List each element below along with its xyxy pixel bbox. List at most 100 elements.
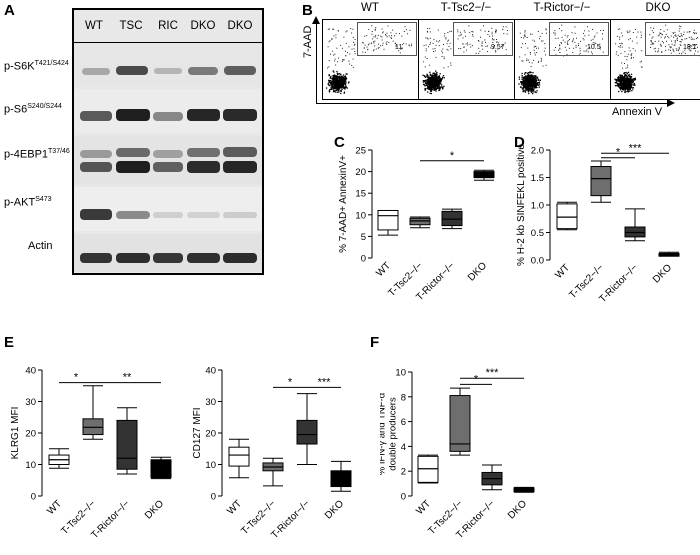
flow-dot [438,75,440,78]
flow-dot [678,30,680,32]
flow-dot [505,49,507,51]
flow-dot [693,33,695,35]
box [417,455,439,483]
flow-dot [438,88,440,90]
flow-dot [329,77,331,79]
flow-dot [584,30,586,32]
flow-dot [679,25,681,27]
flow-dot [617,78,619,80]
flow-dot [431,74,434,76]
flow-dot [630,78,632,80]
flow-dot [524,78,527,80]
flow-dot [465,43,467,45]
flow-dot [630,80,632,82]
flow-dot [619,46,621,48]
flow-dot [439,81,441,83]
flow-dot [445,37,447,39]
flow-dot [626,79,629,82]
flow-x-axis-line [316,103,671,104]
flow-dot [480,36,481,38]
flow-dot [491,27,493,29]
flow-dot [431,83,433,86]
flow-dot [427,38,429,40]
flow-dot [624,76,626,78]
flow-dot [436,40,438,42]
flow-dot [481,42,483,44]
flow-dot [616,84,618,87]
flow-dot [697,46,698,48]
flow-dot [531,76,533,79]
flow-dot [622,86,624,89]
flow-dot [572,39,574,41]
flow-dot [632,79,634,82]
flow-dot [681,35,683,37]
flow-dot [622,81,624,84]
flow-dot [532,75,535,77]
flow-dot [334,58,336,60]
flow-dot [443,67,445,69]
flow-dot [533,79,535,82]
flow-dot [426,87,428,89]
flow-dot [583,50,585,52]
flow-dot [429,87,431,89]
flow-dot [630,73,633,75]
flow-dot [336,80,338,82]
flow-dot [527,85,530,87]
flow-dot [579,52,581,54]
flow-gate [549,22,609,56]
flow-dot [390,32,392,34]
flow-dot [682,51,684,53]
flow-dot [620,75,622,77]
flow-dot [531,91,533,93]
flow-dot [624,78,626,80]
flow-dot [523,79,525,82]
flow-dot [332,81,334,83]
y-tick-label: 20 [205,429,216,440]
flow-dot [692,38,694,40]
flow-dot [623,79,625,81]
blot-band [187,148,220,157]
flow-dot [431,75,433,77]
flow-dot [441,78,443,80]
flow-dot [521,82,523,84]
flow-dot [391,38,393,39]
flow-dot [624,63,625,64]
flow-dot [624,91,626,94]
flow-dot [526,86,529,88]
flow-gate [645,22,700,56]
flow-dot [327,67,329,69]
flow-dot [532,93,534,95]
flow-dot [619,82,622,84]
flow-dot [328,74,330,77]
flow-dot [523,81,525,83]
flow-dot [433,83,435,85]
flow-dot [526,86,528,88]
flow-dot [530,85,532,88]
flow-dot [428,80,430,82]
flow-dot [345,86,347,89]
flow-dot [395,42,396,44]
flow-dot [622,83,624,85]
flow-dot [618,76,620,78]
flow-dot [533,46,535,48]
blot-band [187,253,220,263]
flow-dot [352,66,354,68]
flow-dot [353,48,355,50]
flow-dot [430,78,432,80]
flow-dot [340,81,342,83]
flow-dot [530,53,531,55]
flow-dot [599,48,601,50]
flow-dot [372,41,374,43]
flow-dot [487,51,488,53]
flow-plot-dko: 18.1 [610,19,700,100]
flow-dot [338,57,339,59]
flow-dot [447,32,449,33]
flow-dot [433,80,435,82]
flow-dot [684,49,686,51]
flow-dot [522,91,524,93]
flow-dot [524,33,526,35]
flow-dot [620,87,622,89]
flow-dot [519,32,521,34]
flow-dot [622,76,624,79]
flow-plot-rictor: 10.5 [514,19,612,100]
